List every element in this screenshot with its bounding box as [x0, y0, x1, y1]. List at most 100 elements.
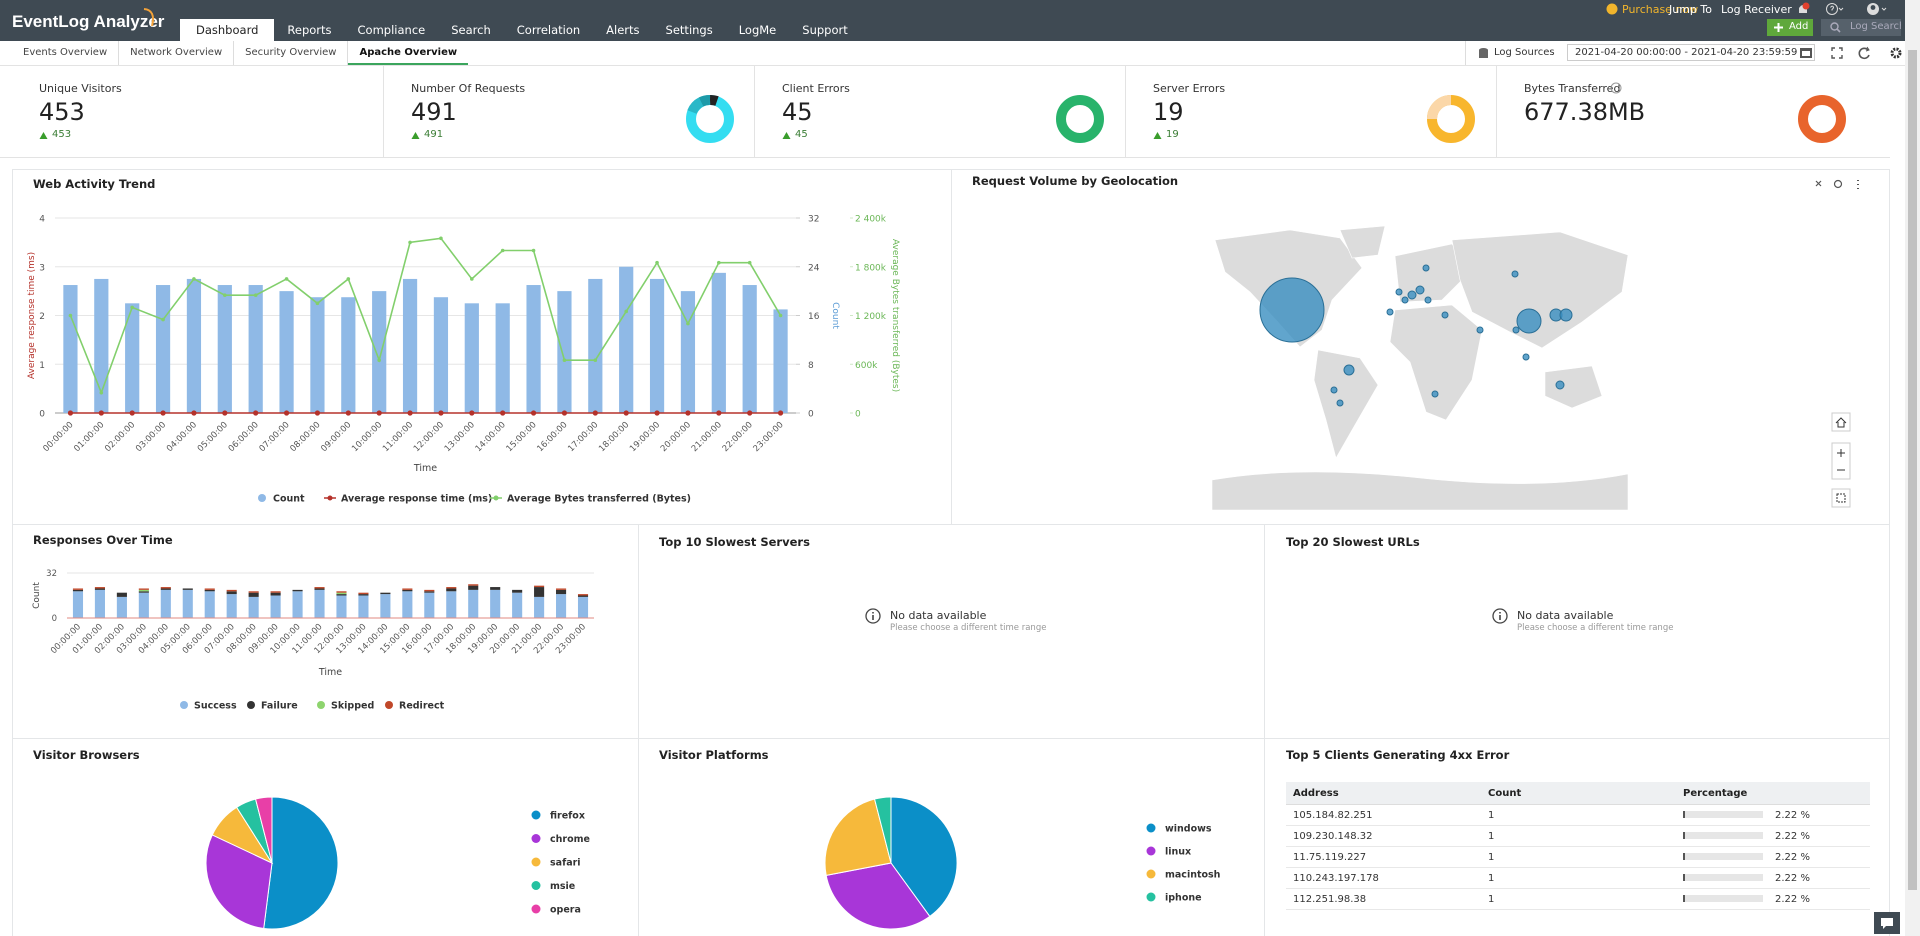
geo-bubble[interactable] [1424, 296, 1432, 304]
legend-label[interactable]: Average Bytes transferred (Bytes) [507, 494, 691, 505]
line-marker [191, 410, 197, 416]
log-search-box[interactable]: Log Search [1821, 19, 1901, 36]
refresh-icon[interactable] [1833, 179, 1843, 189]
legend-label[interactable]: linux [1165, 847, 1191, 858]
user-icon[interactable] [1866, 2, 1890, 16]
scrollbar-thumb[interactable] [1908, 50, 1917, 890]
bar-segment [160, 588, 171, 590]
asia [1451, 231, 1629, 349]
geo-bubble[interactable] [1330, 386, 1338, 394]
help-icon[interactable] [1610, 82, 1622, 94]
nav-item[interactable]: Dashboard [180, 19, 275, 41]
geo-bubble[interactable] [1555, 380, 1565, 390]
info-icon [1492, 608, 1508, 624]
bar-segment [94, 589, 105, 618]
y-tick-label: 2 [39, 312, 45, 322]
log-receiver[interactable]: Log Receiver [1721, 3, 1792, 16]
pie-slice[interactable] [263, 796, 339, 930]
bar-segment [577, 596, 589, 618]
overview-tab[interactable]: Security Overview [234, 41, 349, 65]
geo-bubble[interactable] [1407, 290, 1417, 300]
date-range[interactable]: 2021-04-20 00:00:00 - 2021-04-20 23:59:5… [1567, 44, 1815, 61]
legend-label[interactable]: safari [550, 858, 581, 869]
percentage-track [1683, 811, 1763, 818]
legend-label[interactable]: Skipped [331, 701, 374, 712]
geo-bubble[interactable] [1516, 308, 1542, 334]
legend-label[interactable]: opera [550, 905, 581, 916]
y-tick-label: 0 [39, 410, 45, 420]
legend-label[interactable]: Redirect [399, 701, 445, 712]
legend-label[interactable]: Failure [261, 701, 298, 712]
nav-item[interactable]: Compliance [357, 23, 426, 37]
nav-item[interactable]: Support [802, 23, 848, 37]
overview-tab[interactable]: Events Overview [12, 41, 120, 65]
table-row: 11.75.119.227 1 2.22 % [1286, 846, 1870, 868]
nav-item[interactable]: Correlation [516, 23, 581, 37]
geo-bubble[interactable] [1343, 364, 1355, 376]
overview-tab[interactable]: Network Overview [119, 41, 235, 65]
legend-label[interactable]: Count [273, 494, 305, 505]
map-controls[interactable] [1831, 412, 1851, 508]
legend-label[interactable]: msie [550, 881, 575, 892]
up-arrow [782, 132, 791, 139]
bar [711, 272, 726, 413]
logo[interactable]: EventLog Analyzer [12, 12, 165, 31]
help-icon[interactable] [1826, 2, 1846, 16]
geo-bubble[interactable] [1259, 277, 1325, 343]
nav-item[interactable]: Settings [665, 23, 713, 37]
chat-button[interactable] [1874, 912, 1900, 934]
nav-item[interactable]: Reports [287, 23, 332, 37]
bar [155, 285, 171, 413]
expand-icon[interactable] [1815, 180, 1822, 187]
geo-bubble[interactable] [1431, 390, 1439, 398]
toolbar-icons[interactable] [1830, 46, 1910, 60]
scrollbar[interactable] [1905, 0, 1920, 936]
nav-item[interactable]: LogMe [738, 23, 777, 37]
geo-bubble[interactable] [1522, 353, 1530, 361]
geo-bubble[interactable] [1386, 308, 1394, 316]
x-tick-label: 01:00:00 [72, 420, 106, 454]
geo-bubble[interactable] [1441, 311, 1449, 319]
geo-bubble[interactable] [1422, 264, 1430, 272]
alarm-icon[interactable] [1796, 2, 1810, 16]
map-toolbar[interactable] [1815, 179, 1859, 189]
nav-item[interactable]: Alerts [606, 23, 640, 37]
line-marker [345, 410, 351, 416]
kpi-change: 45 [795, 129, 808, 140]
geo-bubble[interactable] [1476, 326, 1484, 334]
geo-bubble[interactable] [1512, 326, 1520, 334]
pie-slice[interactable] [205, 834, 273, 930]
overview-tab[interactable]: Apache Overview [348, 41, 469, 65]
purchase-link[interactable]: Purchase now [1622, 3, 1699, 16]
up-arrow [39, 132, 48, 139]
kpi-change: 491 [424, 129, 444, 140]
pie-slice[interactable] [254, 796, 273, 864]
log-sources[interactable]: Log Sources [1494, 47, 1555, 58]
percentage-label: 2.22 % [1775, 851, 1810, 863]
legend-label[interactable]: Success [194, 701, 237, 712]
pie-slice[interactable] [873, 796, 892, 864]
geo-bubble[interactable] [1415, 285, 1425, 295]
legend-label[interactable]: chrome [550, 834, 590, 845]
bar [464, 303, 479, 413]
geo-bubble[interactable] [1401, 296, 1409, 304]
legend-marker [531, 857, 541, 867]
legend-label[interactable]: firefox [550, 811, 585, 822]
bar [310, 297, 325, 413]
pie-slice[interactable] [825, 862, 931, 930]
geo-bubble[interactable] [1336, 399, 1344, 407]
legend-label[interactable]: iphone [1165, 893, 1202, 904]
legend-label[interactable]: windows [1165, 824, 1212, 835]
legend-label[interactable]: Average response time (ms) [341, 494, 492, 505]
geo-bubble[interactable] [1511, 270, 1519, 278]
nav-item[interactable]: Search [451, 23, 491, 37]
jump-to[interactable]: Jump To [1669, 3, 1712, 16]
legend-label[interactable]: macintosh [1165, 870, 1221, 881]
geo-bubble[interactable] [1559, 308, 1573, 322]
pie-slice[interactable] [824, 798, 892, 876]
pie-slice[interactable] [890, 796, 958, 918]
geo-bubble[interactable] [1395, 288, 1403, 296]
zoom-buttons[interactable] [1831, 442, 1851, 480]
calendar-icon[interactable] [1799, 46, 1813, 59]
x-tick-label: 05:00:00 [196, 420, 230, 454]
